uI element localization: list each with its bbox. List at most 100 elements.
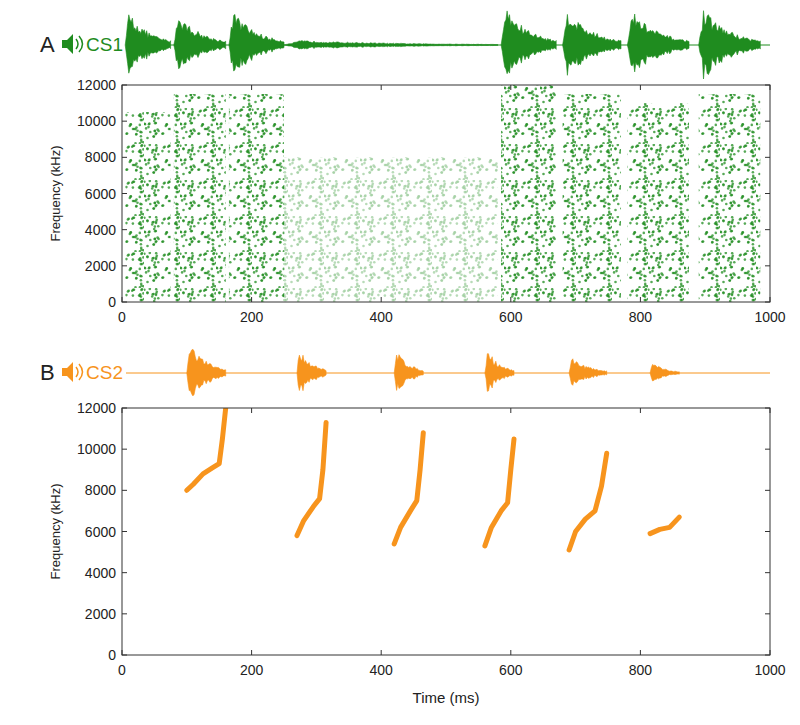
panel-a: A CS1 0 200 400 600 800 10000 2000 4000 6000 8000 10… [40,11,786,325]
waveform-envelope [563,14,621,75]
x-tick-top [381,85,382,90]
y-tick [122,531,127,532]
burst [699,94,761,302]
syllable-trace [297,422,326,535]
x-tick-top [510,85,511,90]
burst [563,94,621,302]
waveform-envelope [627,14,689,72]
waveform [126,349,770,396]
plot-frame [122,85,770,302]
waveform-envelope [501,11,556,74]
y-tick-right [765,157,770,158]
y-tick-label: 12000 [77,77,116,93]
panel-label: B [40,360,55,385]
y-tick-right [765,193,770,194]
x-tick [381,650,382,655]
x-tick-top [510,408,511,413]
plot-marks [125,85,760,302]
burst [284,157,498,302]
x-tick-top [770,408,771,413]
y-tick-label: 12000 [77,400,116,416]
y-axis-label: Frequency (kHz) [48,483,63,579]
y-tick [122,490,127,491]
waveform-envelope [485,354,514,392]
y-tick [122,85,127,86]
x-tick [251,297,252,302]
x-tick [510,650,511,655]
syllable-trace [569,453,607,550]
plot-marks [187,408,680,550]
waveform-envelope [394,355,423,391]
y-tick [122,572,127,573]
waveform-envelope [297,355,326,391]
waveform-envelope [284,41,498,49]
y-tick-label: 4000 [85,222,116,238]
x-tick-label: 800 [629,662,653,678]
waveform-envelope [187,349,226,396]
y-tick-label: 6000 [85,186,116,202]
x-tick-label: 600 [499,662,523,678]
x-tick [251,650,252,655]
waveform [125,11,770,79]
panel-label: A [40,32,55,57]
y-tick-label: 6000 [85,524,116,540]
y-tick-right [765,613,770,614]
y-tick [122,121,127,122]
x-tick-label: 0 [118,309,126,325]
y-tick-right [765,265,770,266]
burst [627,103,689,302]
x-tick [640,650,641,655]
y-tick-label: 10000 [77,441,116,457]
syllable-trace [394,433,423,544]
y-tick-label: 2000 [85,606,116,622]
x-tick-top [251,408,252,413]
panel-title: CS1 [86,34,123,55]
waveform-envelope [229,14,284,71]
x-tick-top [381,408,382,413]
y-tick-right [765,408,770,409]
burst [174,94,226,302]
x-tick [381,297,382,302]
x-axis-label: Time (ms) [413,689,480,706]
syllable-trace [650,517,679,534]
y-tick-label: 8000 [85,482,116,498]
x-tick-label: 1000 [754,662,785,678]
x-tick-top [122,85,123,90]
x-tick-top [640,85,641,90]
x-tick-top [251,85,252,90]
x-tick-label: 800 [629,309,653,325]
speaker-waves [76,364,83,380]
y-tick-label: 10000 [77,113,116,129]
y-tick-right [765,85,770,86]
x-tick-top [770,85,771,90]
burst [125,112,170,302]
y-tick-right [765,572,770,573]
plot-frame [122,408,770,655]
y-tick [122,157,127,158]
x-tick [122,297,123,302]
syllable-trace [187,408,226,490]
x-tick [640,297,641,302]
y-tick-right [765,229,770,230]
y-tick [122,193,127,194]
y-tick-right [765,531,770,532]
speaker-icon [62,362,83,382]
y-tick-label: 2000 [85,258,116,274]
y-tick-label: 4000 [85,565,116,581]
x-tick-label: 600 [499,309,523,325]
x-tick-label: 400 [370,662,394,678]
syllable-trace [485,439,514,546]
y-tick-label: 8000 [85,149,116,165]
y-tick [122,613,127,614]
x-tick-label: 200 [240,662,264,678]
y-tick [122,408,127,409]
speaker-icon [62,34,83,54]
x-tick-label: 1000 [754,309,785,325]
burst [501,85,556,302]
x-tick-label: 400 [370,309,394,325]
x-tick-label: 0 [118,662,126,678]
x-tick-label: 200 [240,309,264,325]
x-tick [510,297,511,302]
y-axis-label: Frequency (kHz) [48,145,63,241]
y-tick-right [765,121,770,122]
